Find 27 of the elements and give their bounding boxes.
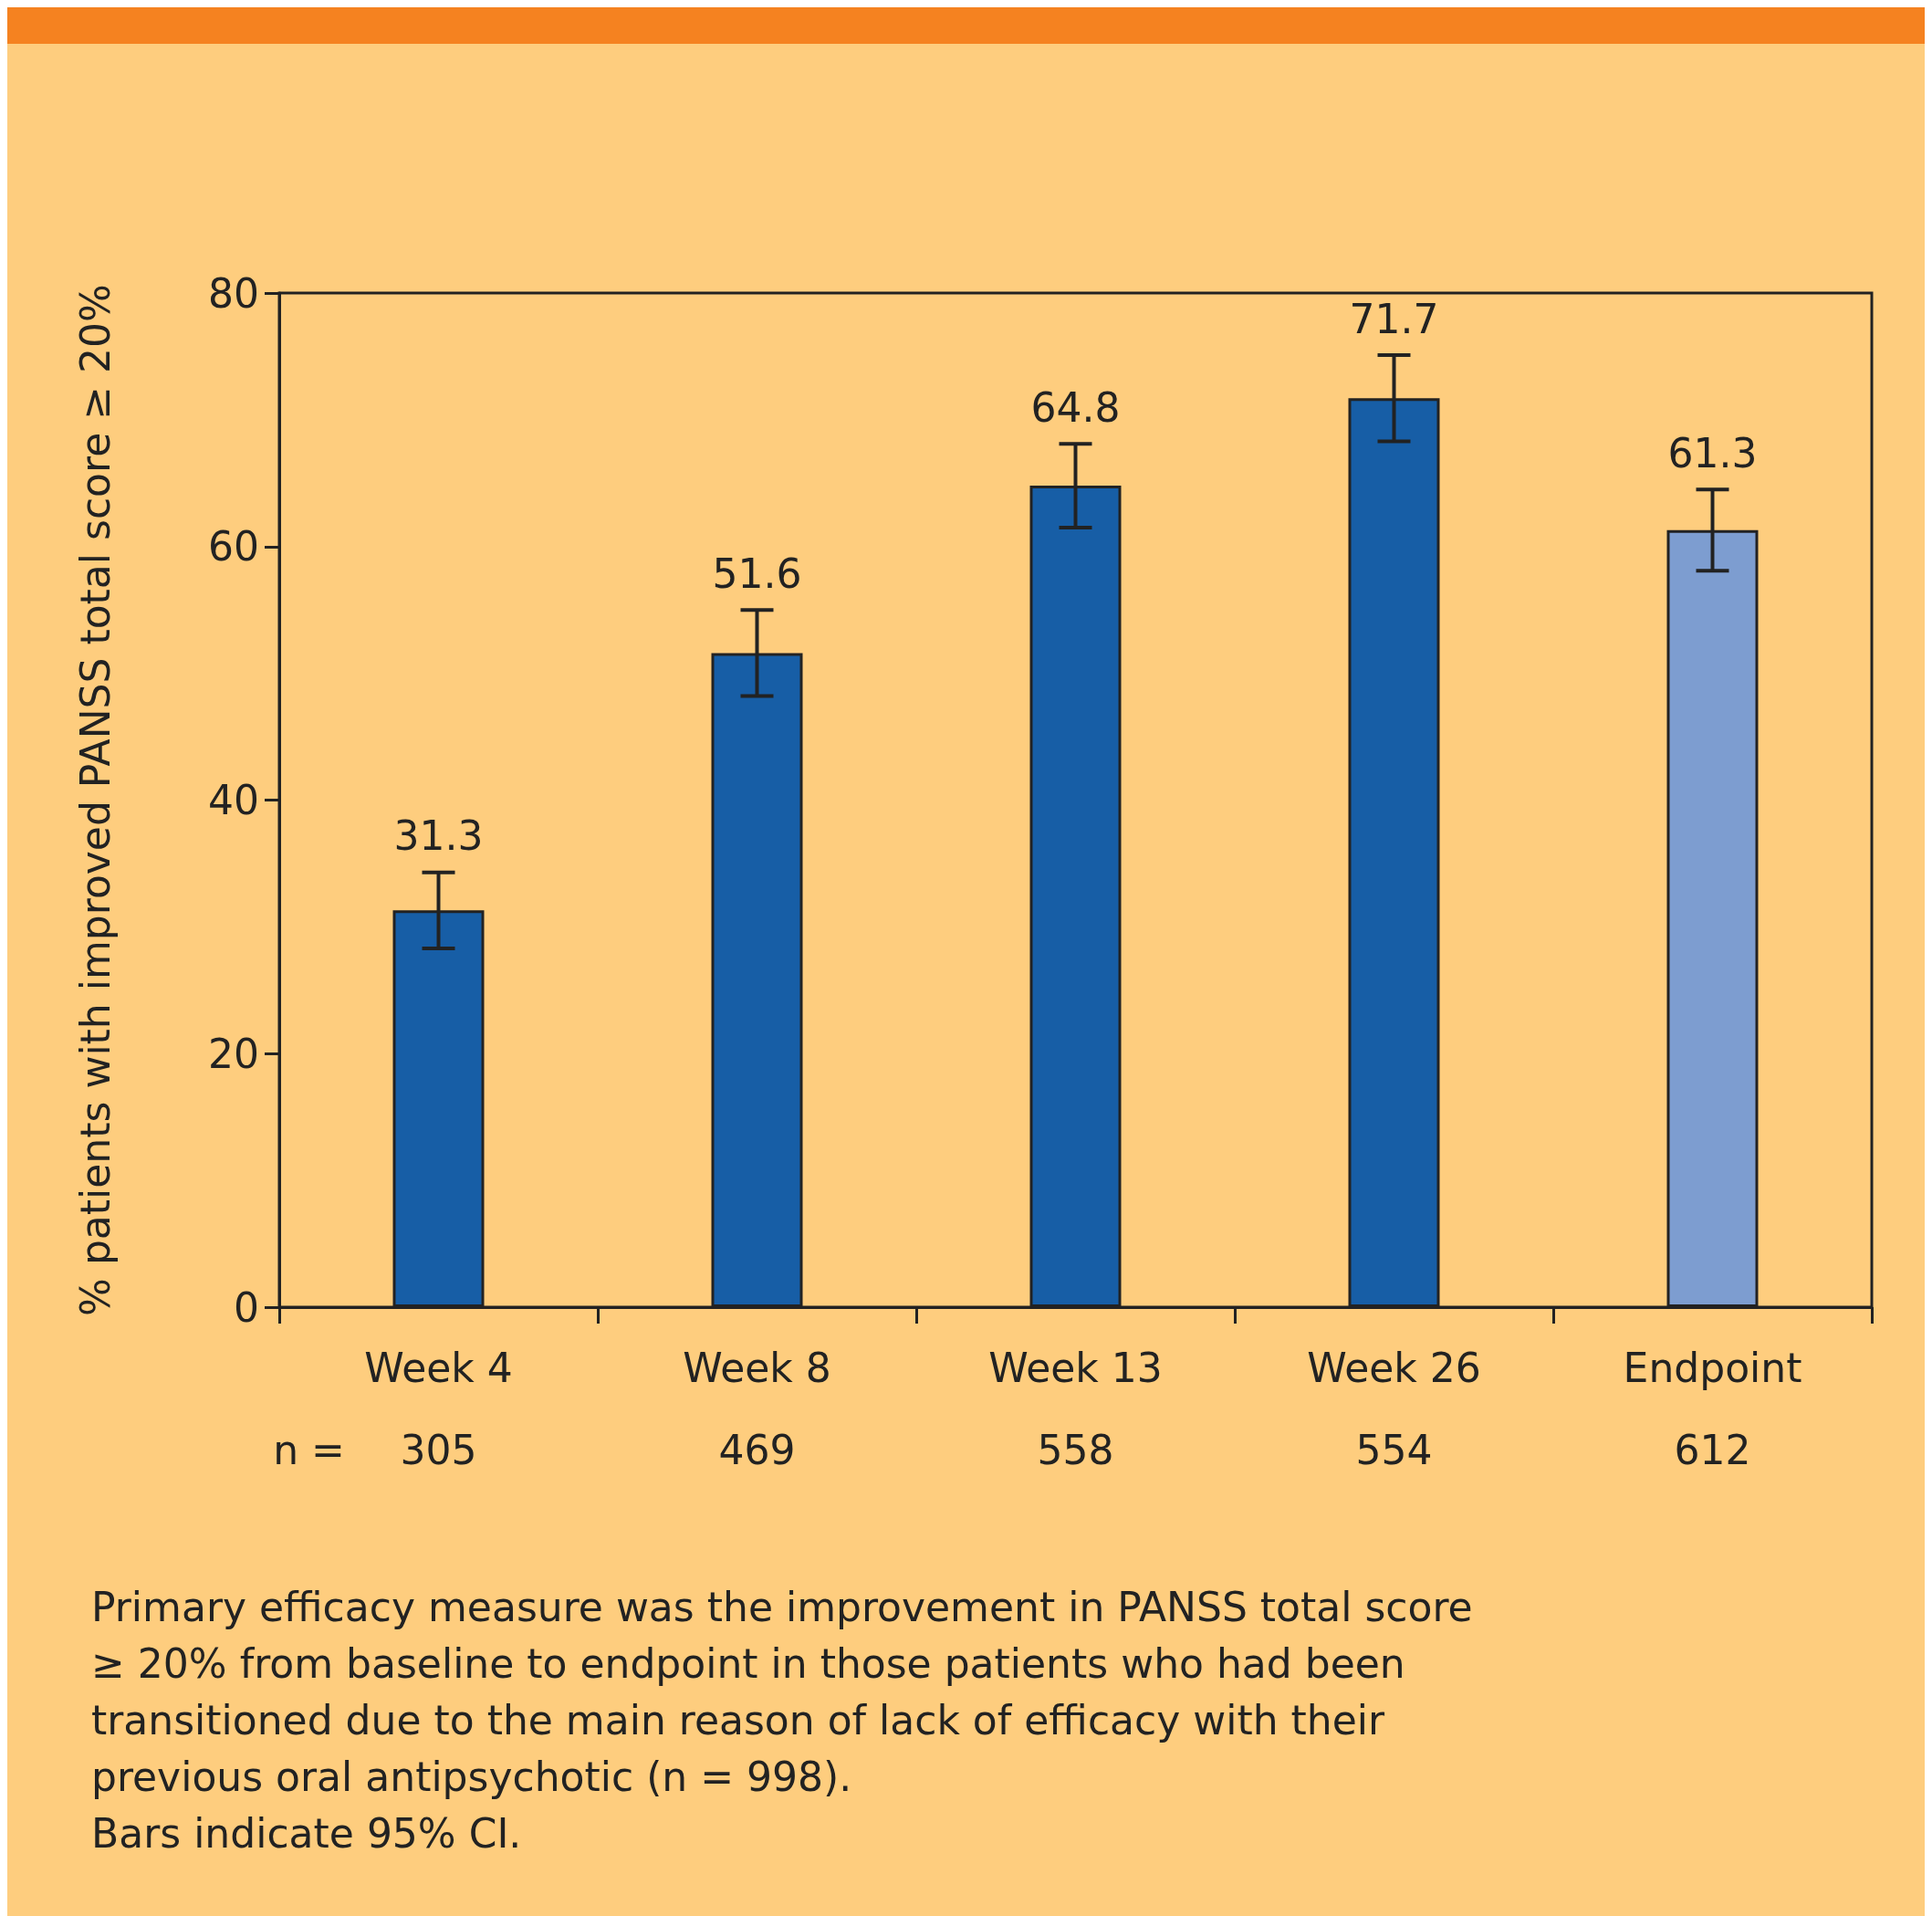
text: ≥ 20% from baseline to endpoint in those patients who had been [91,1639,1405,1687]
y-tick-label: 20 [208,1030,259,1077]
data-label: 51.6 [712,550,802,597]
x-tick-label: Week 4 [364,1344,513,1391]
data-label: 71.7 [1349,295,1439,342]
y-axis-title: % patients with improved PANSS total score ≥ 20% [71,284,119,1316]
x-tick-label: Week 13 [988,1344,1163,1391]
text: Primary efficacy measure was the improvement in PANSS total score [91,1583,1473,1630]
text: transitioned due to the main reason of lack of efficacy with their [91,1696,1386,1743]
text: 558 [1037,1426,1114,1473]
x-tick-label: Week 26 [1307,1344,1481,1391]
y-tick-label: 60 [208,523,259,571]
x-tick-label: Endpoint [1623,1344,1802,1391]
text: 469 [718,1426,796,1473]
data-label: 61.3 [1667,429,1758,476]
y-tick-label: 0 [234,1283,259,1331]
data-label: 31.3 [393,812,484,860]
y-tick-label: 80 [208,269,259,317]
data-label: 64.8 [1030,383,1121,431]
text: 554 [1355,1426,1433,1473]
text: 305 [400,1426,477,1473]
y-tick-label: 40 [208,777,259,823]
x-tick-label: Week 8 [683,1344,831,1391]
text: Bars indicate 95% CI. [91,1809,522,1857]
text: 612 [1674,1426,1751,1473]
text: n = [273,1426,345,1473]
text: previous oral antipsychotic (n = 998). [91,1753,852,1800]
